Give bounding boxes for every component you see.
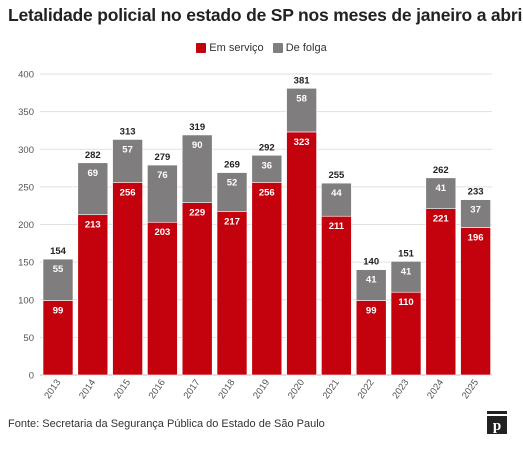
data-label-em-servico: 203	[154, 227, 170, 238]
x-tick-label: 2022	[356, 377, 377, 401]
svg-text:p: p	[493, 418, 501, 434]
bar-em-servico	[181, 202, 213, 376]
y-tick-label: 250	[18, 182, 34, 193]
bar-em-servico	[425, 208, 457, 376]
total-label: 262	[433, 165, 449, 176]
total-label: 279	[154, 152, 170, 163]
data-label-em-servico: 217	[224, 217, 240, 228]
total-label: 381	[294, 75, 311, 86]
bar-em-servico	[460, 227, 491, 376]
data-label-em-servico: 110	[398, 297, 413, 308]
y-tick-label: 100	[18, 295, 34, 306]
total-label: 282	[85, 150, 101, 161]
bar-de-folga	[216, 172, 248, 213]
source-note: Fonte: Secretaria da Segurança Pública d…	[8, 418, 325, 430]
bar-de-folga	[112, 139, 143, 183]
data-label-de-folga: 41	[436, 183, 447, 194]
legend-item-de-folga: De folga	[272, 42, 327, 54]
bar-de-folga	[425, 177, 457, 209]
bar-em-servico	[42, 300, 74, 376]
data-label-em-servico: 213	[85, 220, 101, 231]
x-tick-label: 2013	[42, 377, 63, 401]
y-tick-label: 200	[18, 220, 34, 231]
bar-de-folga	[147, 164, 178, 223]
data-label-de-folga: 41	[401, 266, 412, 277]
bar-em-servico	[251, 182, 283, 376]
bar-em-servico	[355, 300, 387, 376]
y-tick-label: 50	[23, 333, 34, 344]
bar-em-servico	[112, 182, 143, 376]
bar-de-folga	[181, 134, 213, 203]
data-label-de-folga: 36	[262, 160, 273, 171]
data-label-em-servico: 221	[433, 214, 450, 225]
x-tick-label: 2014	[77, 377, 98, 401]
chart-title: Letalidade policial no estado de SP nos …	[8, 5, 523, 25]
data-label-de-folga: 52	[227, 178, 238, 189]
x-tick-label: 2017	[182, 377, 203, 401]
data-label-de-folga: 58	[296, 93, 307, 104]
x-tick-label: 2015	[112, 377, 133, 401]
x-tick-label: 2024	[425, 377, 446, 401]
data-label-em-servico: 256	[259, 187, 275, 198]
bar-em-servico	[147, 221, 178, 376]
total-label: 313	[120, 126, 136, 137]
bar-em-servico	[216, 211, 248, 376]
data-label-em-servico: 256	[120, 187, 136, 198]
legend-label-em-servico: Em serviço	[209, 42, 264, 54]
y-tick-label: 350	[18, 107, 34, 118]
y-tick-label: 400	[18, 70, 34, 81]
data-label-de-folga: 57	[122, 144, 133, 155]
bar-de-folga	[251, 154, 283, 183]
data-label-de-folga: 69	[88, 168, 99, 179]
data-label-em-servico: 99	[53, 306, 64, 317]
bar-em-servico	[321, 215, 352, 376]
total-label: 140	[363, 257, 379, 268]
bar-de-folga	[390, 261, 422, 293]
data-label-em-servico: 323	[294, 137, 310, 148]
data-label-de-folga: 41	[366, 275, 377, 286]
x-tick-label: 2020	[286, 377, 307, 401]
data-label-em-servico: 196	[468, 233, 484, 244]
y-tick-label: 300	[18, 145, 34, 156]
bar-em-servico	[286, 131, 317, 376]
bar-de-folga	[286, 87, 317, 133]
bar-de-folga	[460, 199, 491, 228]
bar-em-servico	[390, 291, 422, 376]
data-label-em-servico: 99	[366, 306, 377, 317]
x-tick-label: 2016	[147, 377, 168, 401]
total-label: 151	[398, 248, 415, 259]
legend-label-de-folga: De folga	[285, 42, 327, 54]
x-tick-label: 2019	[251, 377, 272, 401]
data-label-de-folga: 44	[331, 188, 342, 199]
publisher-logo: p	[487, 411, 507, 434]
legend-item-em-servico: Em serviço	[196, 42, 264, 54]
total-label: 233	[468, 187, 484, 198]
data-label-em-servico: 211	[329, 221, 345, 232]
y-tick-label: 0	[29, 371, 34, 382]
y-tick-label: 150	[18, 258, 34, 269]
x-tick-label: 2021	[321, 377, 342, 401]
data-label-de-folga: 90	[192, 140, 203, 151]
data-label-de-folga: 76	[157, 170, 168, 181]
legend-swatch-de-folga	[272, 43, 283, 53]
bar-de-folga	[321, 182, 352, 217]
total-label: 269	[224, 160, 240, 171]
bar-de-folga	[77, 162, 109, 216]
x-tick-label: 2025	[460, 377, 481, 401]
x-tick-label: 2023	[390, 377, 411, 401]
data-label-de-folga: 37	[470, 205, 481, 216]
bar-de-folga	[355, 269, 387, 301]
data-label-de-folga: 55	[53, 264, 64, 275]
data-label-em-servico: 229	[189, 208, 205, 219]
total-label: 292	[259, 142, 275, 153]
x-tick-label: 2018	[216, 377, 237, 401]
legend: Em serviço De folga	[0, 42, 523, 56]
total-label: 319	[189, 122, 205, 133]
bar-de-folga	[42, 258, 74, 301]
legend-swatch-em-servico	[196, 43, 207, 53]
total-label: 154	[50, 246, 67, 257]
bar-em-servico	[77, 214, 109, 376]
total-label: 255	[328, 170, 345, 181]
